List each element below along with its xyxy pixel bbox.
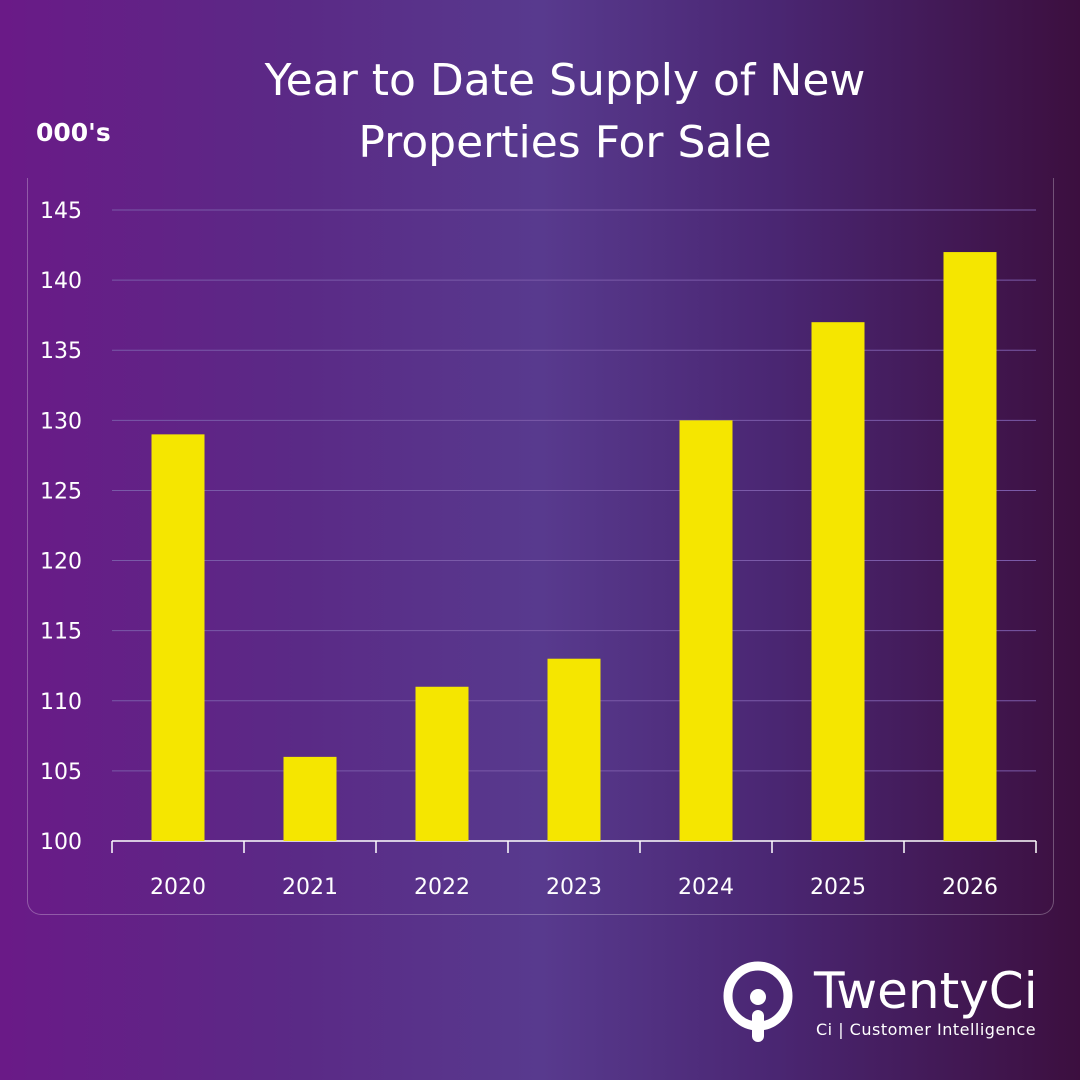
x-tick-label-2024: 2024 [678,875,734,900]
brand-name: TwentyCi [814,962,1038,1020]
x-tick-label-2020: 2020 [150,875,206,900]
y-tick-label-140: 140 [40,269,82,294]
y-tick-label-135: 135 [40,339,82,364]
y-tick-label-115: 115 [40,620,82,645]
bar-2025 [811,322,865,842]
y-tick-label-110: 110 [40,690,82,715]
brand-tagline: Ci | Customer Intelligence [816,1020,1037,1039]
x-tick-label-2025: 2025 [810,875,866,900]
bar-2026 [943,252,997,842]
y-tick-label-125: 125 [40,479,82,504]
x-tick-label-2026: 2026 [942,875,998,900]
y-tick-label-120: 120 [40,550,82,575]
y-tick-label-145: 145 [40,199,82,224]
bar-2024 [679,420,733,841]
x-tick-label-2021: 2021 [282,875,338,900]
y-tick-label-100: 100 [40,830,82,855]
y-tick-label-130: 130 [40,409,82,434]
bar-2021 [283,756,337,841]
y-axis-unit-label: 000's [36,118,111,147]
x-tick-label-2023: 2023 [546,875,602,900]
chart-frame [27,178,1054,915]
bar-2022 [415,686,469,841]
bar-2020 [151,434,205,841]
bar-2023 [547,658,601,841]
chart-title: Year to Date Supply of New Properties Fo… [180,50,950,174]
x-tick-label-2022: 2022 [414,875,470,900]
twentyci-logo: TwentyCi Ci | Customer Intelligence [720,960,1060,1044]
info-pin-icon [723,961,793,1042]
chart-title-line-1: Year to Date Supply of New [264,55,866,106]
y-tick-label-105: 105 [40,760,82,785]
chart-title-line-2: Properties For Sale [358,117,772,168]
